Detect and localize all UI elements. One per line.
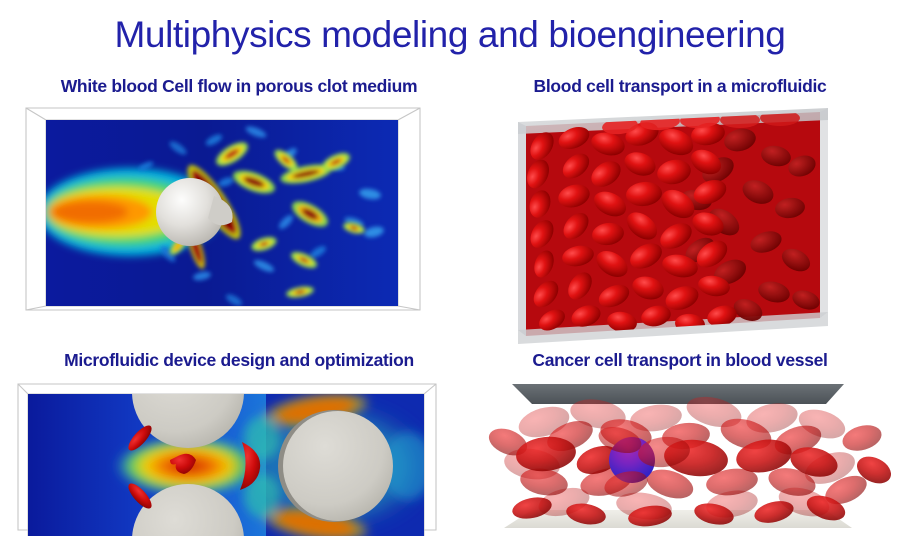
red-blood-cells xyxy=(128,425,261,509)
velocity-field xyxy=(46,120,398,306)
porous-clot-contour-plot xyxy=(25,107,421,311)
caption-cancer-cell-transport-blood-vessel: Cancer cell transport in blood vessel xyxy=(532,350,828,370)
rbc-packed-channel-render xyxy=(518,108,828,344)
blood-cell-transport-microfluidic-figure xyxy=(490,100,890,350)
microfluidic-velocity-contour-plot xyxy=(17,383,437,536)
cancer-cell-transport-blood-vessel-figure xyxy=(474,378,894,536)
page-title: Multiphysics modeling and bioengineering xyxy=(114,14,786,55)
microfluidic-device-design-figure xyxy=(16,378,446,536)
pillar-obstacles xyxy=(132,394,244,536)
red-blood-cell-cluster xyxy=(488,396,892,527)
white-blood-cell-sphere xyxy=(156,178,233,246)
white-blood-cell-porous-clot-figure xyxy=(18,104,428,332)
cancer-cell-vessel-render xyxy=(488,384,892,528)
caption-microfluidic-device-design: Microfluidic device design and optimizat… xyxy=(64,350,414,370)
red-blood-cell-cluster xyxy=(527,112,820,335)
caption-white-blood-cell-porous-clot: White blood Cell flow in porous clot med… xyxy=(60,76,418,96)
velocity-field xyxy=(28,394,424,536)
downstream-circular-post xyxy=(278,410,393,522)
post-shear-hotspots xyxy=(244,394,424,536)
caption-blood-cell-transport-microfluidic: Blood cell transport in a microfluidic xyxy=(533,76,827,96)
turbulence-speckle xyxy=(138,126,384,306)
